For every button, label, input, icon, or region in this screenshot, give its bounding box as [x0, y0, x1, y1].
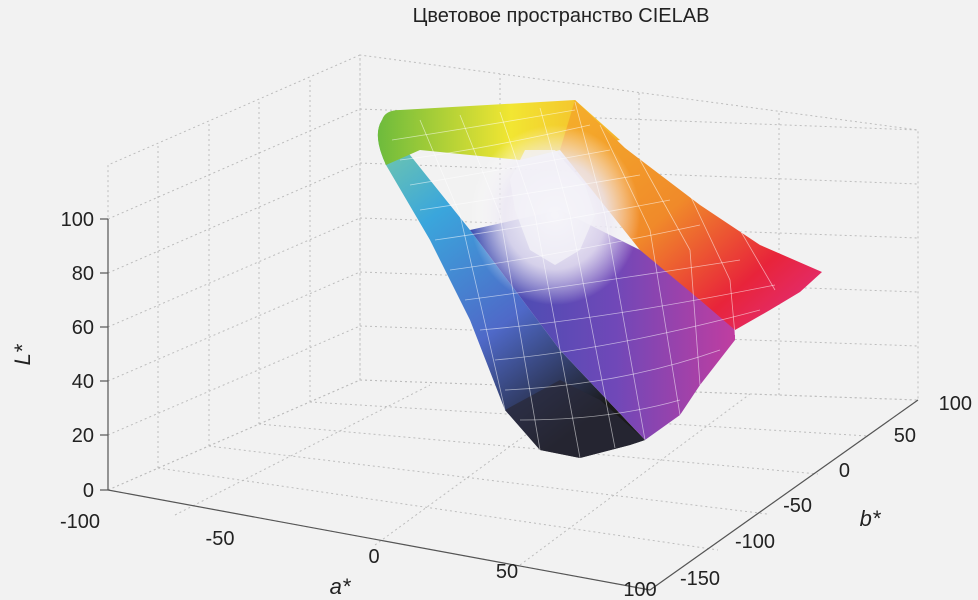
- surface-right-face: [560, 100, 822, 330]
- x-tick-label: 50: [496, 561, 518, 583]
- axes: [107, 219, 919, 591]
- x-tick-label: 100: [623, 579, 656, 600]
- y-tick-label: 50: [894, 425, 916, 447]
- x-axis-title: a*: [330, 574, 352, 599]
- x-tick-label: -100: [60, 511, 100, 533]
- surface-mesh: [391, 101, 776, 459]
- y-axis-line: [649, 399, 919, 591]
- x-tick-label: -50: [206, 528, 235, 550]
- z-tick-label: 80: [72, 263, 94, 285]
- y-axis-title: b*: [860, 506, 882, 531]
- chart-title: Цветовое пространство CIELAB: [413, 5, 710, 27]
- y-tick-label: -150: [680, 568, 720, 590]
- z-tick-label: 100: [61, 209, 94, 231]
- x-axis-ticks: -100 -50 0 50 100: [60, 511, 657, 600]
- gamut-surface: [377, 100, 822, 459]
- z-axis-ticks: 0 20 40 60 80 100: [61, 209, 108, 502]
- z-tick-label: 20: [72, 425, 94, 447]
- z-axis-title: L*: [10, 343, 35, 365]
- y-tick-label: -50: [783, 495, 812, 517]
- z-tick-label: 0: [83, 480, 94, 502]
- y-tick-label: 0: [839, 460, 850, 482]
- z-tick-label: 60: [72, 317, 94, 339]
- x-tick-label: 0: [368, 546, 379, 568]
- x-axis-line: [107, 489, 651, 591]
- z-tick-label: 40: [72, 371, 94, 393]
- y-tick-label: -100: [735, 531, 775, 553]
- surface-black-region: [505, 380, 645, 458]
- y-tick-label: 100: [939, 393, 972, 415]
- y-axis-ticks: -150 -100 -50 0 50 100: [680, 393, 972, 590]
